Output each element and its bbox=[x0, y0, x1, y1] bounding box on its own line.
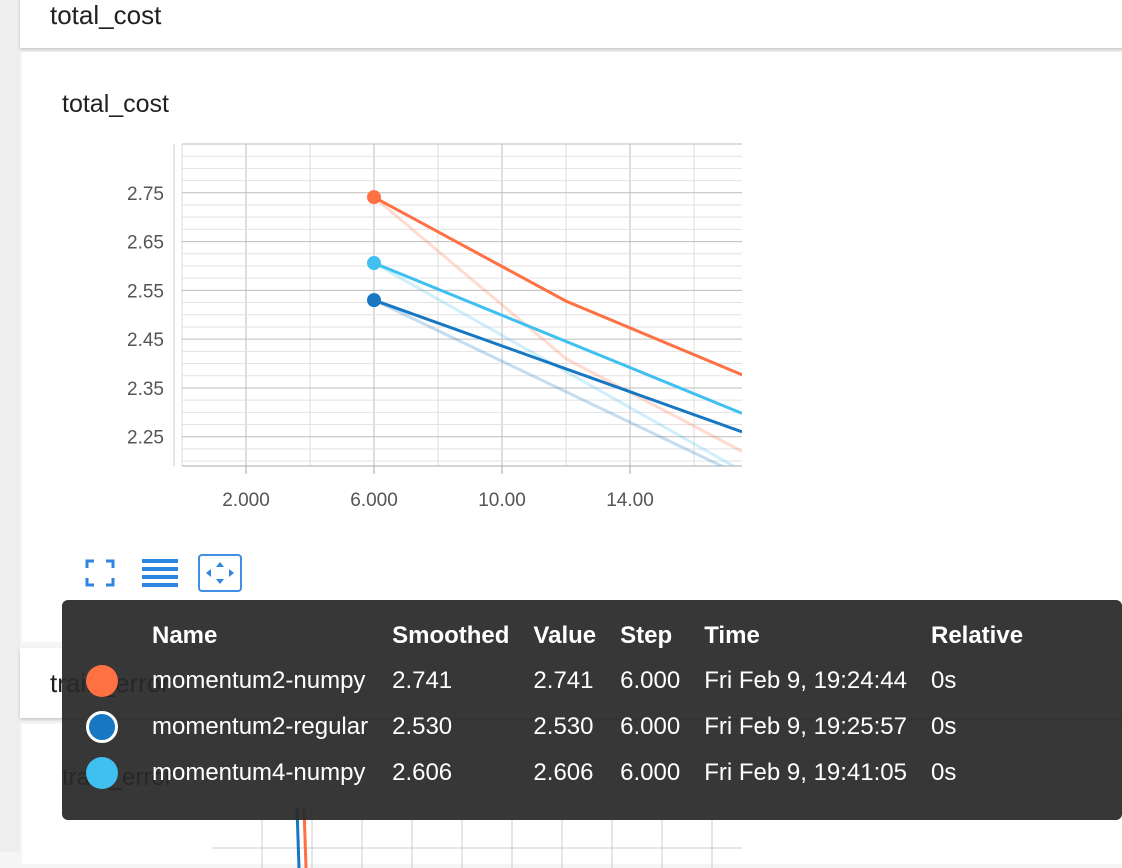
row-name: momentum2-numpy bbox=[152, 667, 366, 694]
x-tick-label: 14.00 bbox=[606, 490, 654, 511]
x-tick-label: 2.000 bbox=[222, 490, 270, 511]
col-time: Time bbox=[704, 622, 760, 649]
hover-point-momentum2-numpy bbox=[367, 190, 381, 205]
row-value: 2.741 bbox=[533, 667, 594, 694]
row-smoothed: 2.741 bbox=[392, 667, 453, 694]
fit-domain-icon bbox=[206, 562, 234, 584]
row-name: momentum4-numpy bbox=[152, 759, 366, 786]
swatch-header bbox=[86, 622, 152, 658]
fit-domain-button[interactable] bbox=[198, 554, 242, 592]
hover-point-momentum2-regular bbox=[367, 293, 381, 308]
row-relative: 0s bbox=[930, 713, 957, 740]
series-tooltip: Name Smoothed Value Step Time Relative m… bbox=[62, 600, 1122, 820]
row-smoothed: 2.530 bbox=[392, 713, 453, 740]
fullscreen-button[interactable] bbox=[78, 554, 122, 592]
section-title: total_cost bbox=[50, 0, 162, 30]
row-value: 2.606 bbox=[533, 759, 594, 786]
col-step: Step bbox=[620, 622, 673, 649]
row-time: Fri Feb 9, 19:24:44 bbox=[704, 667, 907, 694]
row-smoothed: 2.606 bbox=[392, 759, 453, 786]
series-swatch-2 bbox=[86, 757, 118, 789]
left-rail bbox=[0, 0, 20, 852]
hover-point-momentum4-numpy bbox=[367, 256, 381, 271]
series-swatch-1 bbox=[86, 711, 118, 743]
section-header-total-cost[interactable]: total_cost bbox=[20, 0, 1122, 48]
y-tick-label: 2.35 bbox=[127, 379, 164, 400]
toggle-log-scale-button[interactable] bbox=[138, 554, 182, 592]
col-relative: Relative bbox=[930, 622, 1024, 649]
tooltip-header-row: Name Smoothed Value Step Time Relative bbox=[86, 622, 1047, 658]
row-step: 6.000 bbox=[620, 713, 681, 740]
row-time: Fri Feb 9, 19:25:57 bbox=[704, 713, 907, 740]
chart-toolbar bbox=[78, 554, 242, 592]
row-step: 6.000 bbox=[620, 759, 681, 786]
col-value: Value bbox=[533, 622, 597, 649]
x-tick-label: 10.00 bbox=[478, 490, 526, 511]
chart-title: total_cost bbox=[62, 90, 170, 118]
row-time: Fri Feb 9, 19:41:05 bbox=[704, 759, 907, 786]
raw-line-momentum2-regular bbox=[373, 298, 726, 466]
list-icon bbox=[142, 559, 178, 587]
tooltip-row: momentum4-numpy 2.606 2.606 6.000 Fri Fe… bbox=[86, 750, 1047, 796]
y-tick-label: 2.65 bbox=[127, 233, 164, 254]
chart-card-total-cost: total_cost 2.25 2.35 2.45 2.55 2.65 2.75 2.000… bbox=[22, 52, 1122, 642]
row-value: 2.530 bbox=[533, 713, 594, 740]
line-chart[interactable]: 2.25 2.35 2.45 2.55 2.65 2.75 2.000 6.000 10.00 1… bbox=[82, 132, 762, 532]
tooltip-row: momentum2-regular 2.530 2.530 6.000 Fri … bbox=[86, 704, 1047, 750]
y-tick-label: 2.25 bbox=[127, 428, 164, 449]
y-tick-label: 2.55 bbox=[127, 281, 164, 302]
row-relative: 0s bbox=[930, 667, 957, 694]
series-swatch-0 bbox=[86, 665, 118, 697]
series-line-momentum2-numpy bbox=[373, 195, 742, 377]
row-step: 6.000 bbox=[620, 667, 681, 694]
x-tick-label: 6.000 bbox=[350, 490, 398, 511]
fullscreen-icon bbox=[85, 559, 115, 587]
series-line-momentum4-numpy bbox=[373, 261, 742, 415]
y-tick-label: 2.75 bbox=[127, 184, 164, 205]
col-name: Name bbox=[152, 622, 218, 649]
col-smoothed: Smoothed bbox=[392, 622, 510, 649]
raw-line-momentum2-numpy bbox=[373, 196, 742, 453]
row-relative: 0s bbox=[930, 759, 957, 786]
series-line-momentum2-regular bbox=[373, 298, 742, 434]
tooltip-table: Name Smoothed Value Step Time Relative m… bbox=[86, 622, 1047, 796]
row-name: momentum2-regular bbox=[152, 713, 369, 740]
tooltip-row: momentum2-numpy 2.741 2.741 6.000 Fri Fe… bbox=[86, 658, 1047, 704]
y-tick-label: 2.45 bbox=[127, 330, 164, 351]
